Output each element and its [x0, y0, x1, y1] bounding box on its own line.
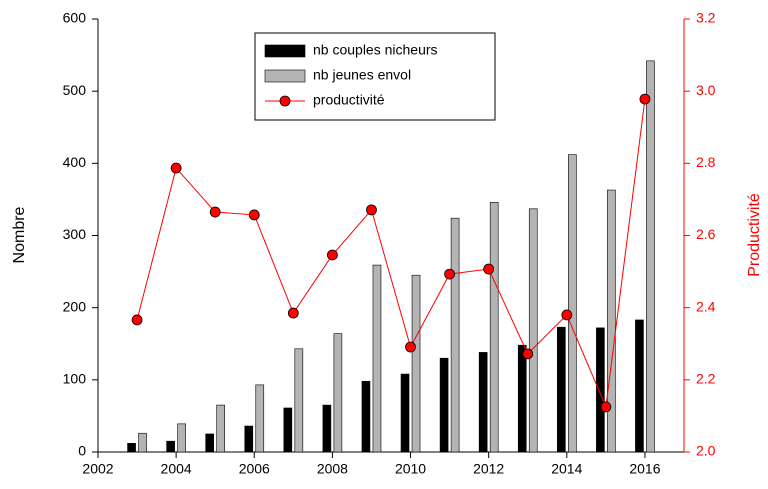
y2-tick-label: 2.0: [696, 443, 716, 459]
y-tick-label: 200: [63, 298, 87, 314]
marker: [561, 309, 573, 321]
bar: [411, 274, 421, 453]
bar: [138, 432, 147, 453]
marker: [366, 204, 377, 216]
bar: [596, 327, 605, 453]
x-tick-label: 2004: [161, 461, 192, 477]
x-tick-label: 2014: [551, 461, 582, 477]
x-tick-label: 2006: [239, 461, 270, 477]
bar: [205, 433, 214, 453]
bar: [244, 425, 254, 453]
y2-tick-label: 2.8: [696, 154, 716, 170]
legend-swatch: [264, 44, 306, 58]
y2-tick-label: 3.2: [696, 10, 716, 26]
bar: [255, 384, 265, 453]
y2-axis-label: Productivité: [746, 193, 763, 277]
marker: [326, 249, 338, 261]
y-axis-label: Nombre: [11, 206, 28, 263]
bar: [646, 60, 655, 453]
y2-tick-label: 3.0: [696, 82, 716, 98]
y-tick-label: 300: [63, 226, 87, 242]
bar: [528, 208, 538, 453]
bar: [322, 404, 332, 453]
marker: [405, 341, 416, 353]
bar: [439, 357, 449, 453]
marker: [639, 93, 651, 105]
marker: [209, 206, 221, 218]
x-tick-label: 2012: [473, 461, 504, 477]
marker: [287, 307, 299, 319]
bar: [166, 440, 175, 453]
bar: [478, 352, 488, 453]
bar: [567, 154, 577, 453]
bar: [400, 373, 410, 453]
x-tick-label: 2010: [395, 461, 426, 477]
bar: [216, 404, 225, 453]
y-tick-label: 0: [78, 443, 86, 459]
bar: [127, 443, 136, 453]
marker: [444, 268, 456, 280]
y-tick-label: 600: [63, 10, 87, 26]
y-tick-label: 400: [63, 154, 87, 170]
x-tick-label: 2002: [82, 461, 113, 477]
y2-tick-label: 2.2: [696, 371, 716, 387]
bar: [372, 264, 382, 453]
marker: [248, 209, 260, 221]
bar: [283, 407, 293, 453]
marker: [600, 401, 612, 413]
bar: [489, 202, 499, 453]
legend-swatch: [264, 69, 306, 83]
y2-tick-label: 2.4: [696, 298, 716, 314]
bar: [517, 344, 527, 453]
y2-tick-label: 2.6: [696, 226, 716, 242]
bar: [607, 189, 616, 453]
marker: [522, 348, 534, 360]
marker: [170, 162, 182, 174]
legend-marker: [279, 95, 291, 107]
bar: [294, 348, 304, 453]
marker: [483, 263, 495, 275]
legend-label: nb couples nicheurs: [313, 42, 438, 58]
x-tick-label: 2008: [317, 461, 348, 477]
bar: [361, 380, 371, 453]
bar: [635, 319, 644, 453]
bar: [556, 326, 566, 453]
bar: [450, 217, 460, 453]
legend-label: productivité: [313, 92, 385, 108]
legend-label: nb jeunes envol: [313, 67, 411, 83]
y-tick-label: 100: [63, 371, 87, 387]
bar: [177, 423, 186, 453]
x-tick-label: 2016: [629, 461, 660, 477]
bar: [333, 333, 343, 453]
marker: [131, 314, 143, 326]
y-tick-label: 500: [63, 82, 87, 98]
line: [136, 99, 646, 409]
